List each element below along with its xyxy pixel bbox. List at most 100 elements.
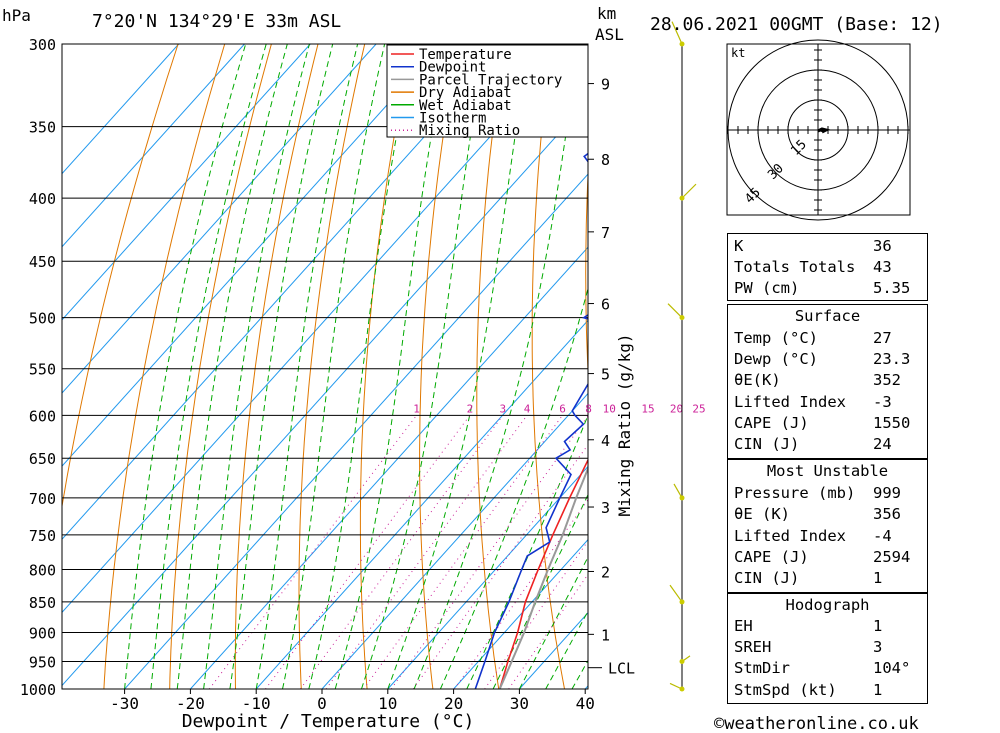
wind-barb-dot <box>679 659 685 665</box>
wet-adiabat-line <box>413 44 580 689</box>
isotherm-line <box>255 319 588 689</box>
mixing-ratio-label: 6 <box>559 402 566 415</box>
hodograph-unit-label: kt <box>731 46 745 60</box>
mixing-ratio-line <box>390 415 588 689</box>
altitude-tick-label: 8 <box>601 151 610 169</box>
wind-barb <box>671 21 683 45</box>
mixing-ratio-label: 20 <box>670 402 683 415</box>
pressure-unit-label: hPa <box>2 6 31 25</box>
surface-row: Lifted Index -3 <box>734 393 892 411</box>
series-dewpoint <box>474 152 588 689</box>
mixing-ratio-line <box>412 443 588 689</box>
wet-adiabat-line <box>203 44 310 689</box>
series-temperature <box>498 458 588 689</box>
mixing-ratio-label: 3 <box>500 402 507 415</box>
wind-barb-dot <box>679 41 685 47</box>
copyright-label: ©weatheronline.co.uk <box>714 714 919 733</box>
temperature-tick-label: 0 <box>317 694 327 713</box>
mu-row: Lifted Index -4 <box>734 527 892 545</box>
surface-row: CIN (J) 24 <box>734 435 892 453</box>
isotherm-line <box>62 44 509 540</box>
isotherm-line <box>190 246 588 689</box>
most-unstable-panel: Most Unstable Pressure (mb) 999 θE (K) 356… <box>727 459 928 593</box>
surface-row: Dewp (°C) 23.3 <box>734 350 911 368</box>
isotherm-line <box>453 538 588 689</box>
pressure-tick-label: 900 <box>29 625 56 643</box>
pressure-tick-label: 600 <box>29 407 56 425</box>
mixing-ratio-label: 2 <box>467 402 474 415</box>
index-row-k: K 36 <box>734 237 892 255</box>
pressure-tick-label: 450 <box>29 253 56 271</box>
mixing-ratio-label: 25 <box>692 402 705 415</box>
mixing-ratio-axis-label: Mixing Ratio (g/kg) <box>615 333 634 516</box>
altitude-tick-label: 4 <box>601 432 610 450</box>
series-parcel-trajectory <box>498 465 588 689</box>
isotherm-line <box>62 44 245 248</box>
index-row-totals: Totals Totals 43 <box>734 258 892 276</box>
wind-barb <box>669 584 683 603</box>
altitude-tick-label: 7 <box>601 224 610 242</box>
indices-panel: K 36 Totals Totals 43 PW (cm) 5.35 <box>727 233 928 301</box>
asl-label: ASL <box>595 25 624 44</box>
mixing-ratio-line <box>484 540 588 689</box>
altitude-tick-label: 1 <box>601 626 610 644</box>
temperature-tick-label: -30 <box>110 694 139 713</box>
temperature-tick-label: -20 <box>176 694 205 713</box>
isotherm-line <box>321 392 588 689</box>
hodograph: kt 15 30 45 <box>726 39 911 221</box>
dry-adiabat-line <box>638 44 696 689</box>
pressure-tick-label: 500 <box>29 310 56 328</box>
wind-barb-dot <box>679 495 685 501</box>
wind-barb <box>667 303 683 319</box>
mixing-ratio-line <box>265 414 471 689</box>
mixing-ratio-label: 15 <box>641 402 654 415</box>
mixing-ratio-label: 10 <box>603 402 616 415</box>
hodo-row: SREH 3 <box>734 638 883 656</box>
surface-title: Surface <box>794 307 861 325</box>
surface-row: θE(K) 352 <box>734 371 901 389</box>
legend-label: Dry Adiabat <box>419 85 512 101</box>
isotherm-line <box>62 44 180 175</box>
isotherm-line <box>387 465 588 689</box>
dry-adiabat-line <box>531 44 565 689</box>
wet-adiabat-line <box>150 44 267 689</box>
hodograph-params-title: Hodograph <box>785 596 870 614</box>
wet-adiabat-line <box>545 610 588 689</box>
index-row-pw: PW (cm) 5.35 <box>734 279 911 297</box>
hodo-row: EH 1 <box>734 617 883 635</box>
hodo-row: StmDir 104° <box>734 659 911 677</box>
mixing-ratio-label: 4 <box>524 402 531 415</box>
mixing-ratio-label: 8 <box>585 402 592 415</box>
mu-row: CIN (J) 1 <box>734 569 883 587</box>
surface-row: Temp (°C) 27 <box>734 329 892 347</box>
dry-adiabat-line <box>359 44 412 689</box>
isotherm-line <box>62 44 377 394</box>
wet-adiabat-line <box>124 44 247 689</box>
altitude-tick-label: 6 <box>601 296 610 314</box>
x-axis-label: Dewpoint / Temperature (°C) <box>182 711 475 732</box>
isotherm-line <box>62 44 574 614</box>
temperature-tick-label: -10 <box>242 694 271 713</box>
altitude-tick-label: 2 <box>601 563 610 581</box>
datetime-label: 28.06.2021 00GMT (Base: 12) <box>650 14 943 35</box>
mixing-ratio-line <box>508 573 588 689</box>
mixing-ratio-label: 1 <box>413 402 420 415</box>
surface-panel: Surface Temp (°C) 27 Dewp (°C) 23.3 θE(K) 3… <box>727 304 928 459</box>
mixing-ratio-line <box>453 498 588 689</box>
surface-row: CAPE (J) 1550 <box>734 414 911 432</box>
mixing-ratio-line <box>363 415 563 689</box>
legend-label: Dewpoint <box>419 60 486 76</box>
mu-row: θE (K) 356 <box>734 505 901 523</box>
km-label: km <box>597 4 616 23</box>
wind-barb <box>673 483 683 499</box>
pressure-tick-label: 300 <box>29 36 56 54</box>
wind-barb-dot <box>679 195 685 201</box>
wet-adiabat-line <box>176 44 288 689</box>
wet-adiabat-line <box>282 44 386 689</box>
pressure-tick-label: 550 <box>29 361 56 379</box>
hodograph-params-panel: Hodograph EH 1 SREH 3 StmDir 104° StmSpd (k… <box>727 593 928 704</box>
lcl-label: LCL <box>608 660 635 678</box>
pressure-tick-label: 850 <box>29 594 56 612</box>
